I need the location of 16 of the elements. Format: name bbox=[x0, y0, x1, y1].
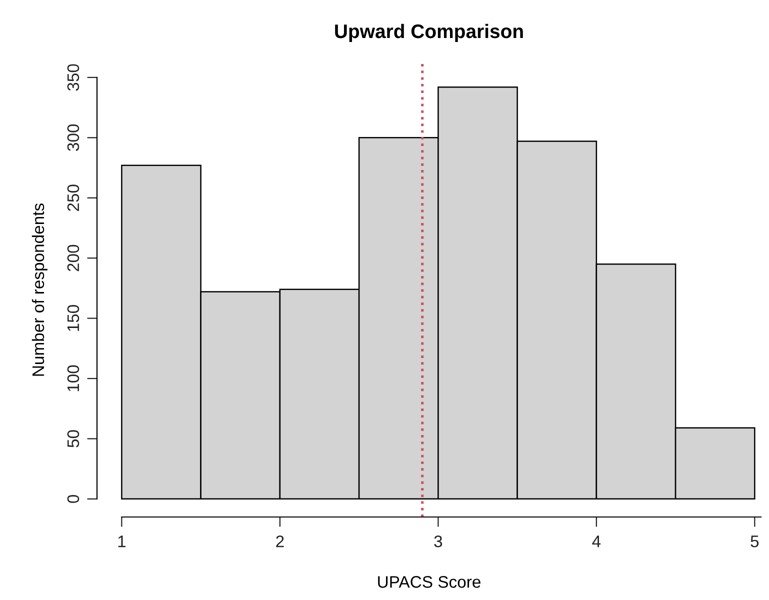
x-tick-label: 3 bbox=[434, 535, 442, 548]
chart-title: Upward Comparison bbox=[335, 24, 523, 42]
y-tick-label: 350 bbox=[67, 64, 80, 91]
x-axis-title: UPACS Score bbox=[378, 576, 480, 588]
y-tick-label: 150 bbox=[67, 305, 80, 331]
x-tick-label: 4 bbox=[592, 536, 601, 548]
y-tick-label: 300 bbox=[67, 124, 80, 151]
y-tick-label: 0 bbox=[67, 494, 80, 503]
x-tick-label: 2 bbox=[276, 535, 284, 548]
y-tick-label: 100 bbox=[67, 365, 80, 392]
x-tick-label: 1 bbox=[118, 536, 126, 548]
y-axis-title: Number of respondents bbox=[32, 204, 48, 376]
y-tick-label: 250 bbox=[67, 184, 80, 211]
x-tick-label: 5 bbox=[750, 536, 759, 548]
y-tick-label: 50 bbox=[67, 430, 80, 448]
y-tick-label: 200 bbox=[67, 244, 80, 272]
